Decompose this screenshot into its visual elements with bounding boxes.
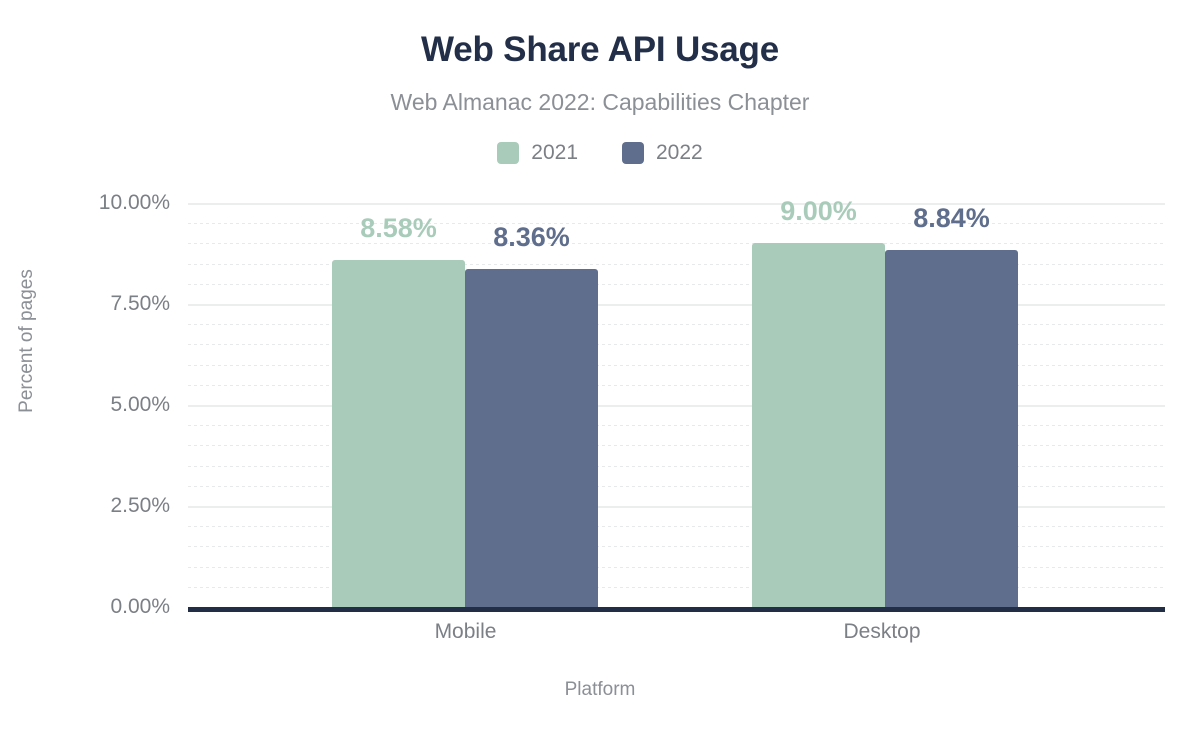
gridline-minor [188, 485, 1165, 487]
value-label-mobile-2022: 8.36% [493, 222, 570, 253]
legend-item-2022[interactable]: 2022 [622, 141, 703, 165]
bar-mobile-2022[interactable] [465, 269, 598, 607]
legend-label-2022: 2022 [656, 141, 703, 164]
gridline-minor [188, 465, 1165, 467]
gridline-minor [188, 324, 1165, 326]
value-label-desktop-2021: 9.00% [780, 196, 857, 227]
gridline-major [188, 405, 1165, 407]
plot-area [188, 203, 1165, 612]
gridline-minor [188, 263, 1165, 265]
chart-title: Web Share API Usage [421, 30, 779, 69]
y-axis-tick-labels: 10.00% 7.50% 5.00% 2.50% 0.00% [50, 191, 170, 618]
gridlines [188, 203, 1165, 609]
legend-label-2021: 2021 [531, 141, 578, 164]
legend-swatch-icon-2022 [622, 142, 644, 164]
gridline-major [188, 506, 1165, 508]
value-label-desktop-2022: 8.84% [913, 202, 990, 233]
bar-mobile-2021[interactable] [332, 260, 465, 607]
chart-legend: 2021 2022 [0, 141, 1200, 165]
gridline-major [188, 304, 1165, 306]
y-tick-label: 2.50% [110, 494, 170, 517]
bar-desktop-2021[interactable] [752, 243, 885, 607]
y-tick-label: 7.50% [110, 292, 170, 315]
gridline-minor [188, 526, 1165, 528]
x-axis-line [188, 607, 1165, 612]
y-tick-label: 5.00% [110, 393, 170, 416]
gridline-minor [188, 546, 1165, 548]
x-tick-label-mobile: Mobile [434, 620, 497, 643]
y-axis-title: Percent of pages [16, 269, 37, 413]
legend-item-2021[interactable]: 2021 [497, 141, 578, 165]
gridline-minor [188, 243, 1165, 245]
gridline-minor [188, 283, 1165, 285]
y-tick-label: 10.00% [98, 191, 170, 214]
y-tick-label: 0.00% [110, 595, 170, 618]
bar-desktop-2022[interactable] [885, 249, 1018, 607]
gridline-minor [188, 384, 1165, 386]
gridline-minor [188, 586, 1165, 588]
gridline-minor [188, 344, 1165, 346]
gridline-minor [188, 425, 1165, 427]
x-tick-label-desktop: Desktop [843, 620, 921, 643]
x-axis-title: Platform [564, 679, 636, 700]
gridline-major [188, 203, 1165, 205]
gridline-minor [188, 445, 1165, 447]
gridline-minor [188, 223, 1165, 225]
legend-swatch-icon-2021 [497, 142, 520, 164]
chart-subtitle: Web Almanac 2022: Capabilities Chapter [390, 89, 810, 115]
gridline-minor [188, 364, 1165, 366]
gridline-minor [188, 566, 1165, 568]
value-label-mobile-2021: 8.58% [360, 213, 437, 244]
